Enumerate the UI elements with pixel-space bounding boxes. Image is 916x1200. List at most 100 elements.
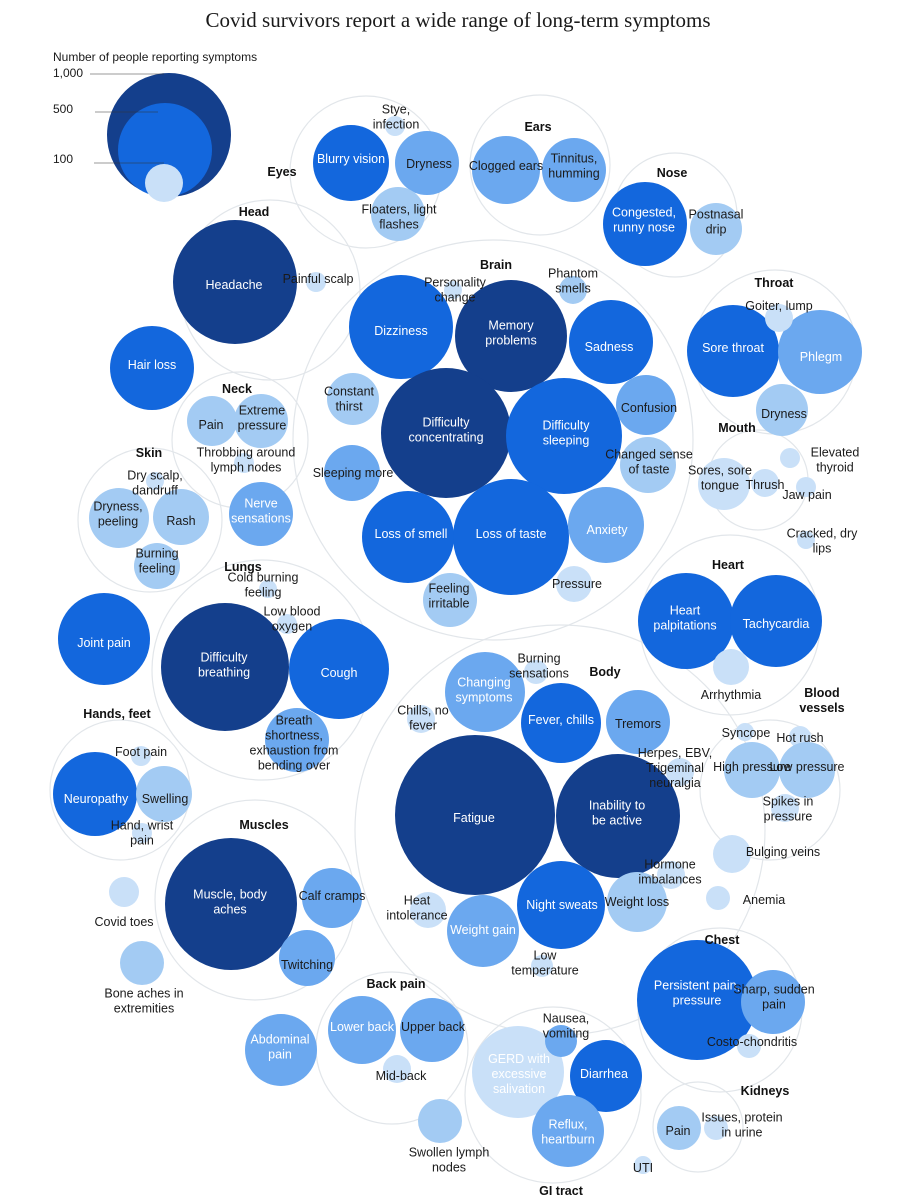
bubble-uti — [634, 1156, 652, 1174]
label-line: pain — [130, 834, 154, 848]
label-line: pain — [762, 998, 786, 1012]
bubble-chills-no-fever — [407, 705, 435, 733]
group-title-brain: Brain — [480, 258, 512, 272]
label-line: Hand, wrist — [111, 819, 174, 833]
label-low-blood-oxygen: Low blood oxygen — [264, 605, 321, 634]
label-line: Night sweats — [526, 898, 598, 912]
label-floaters-light-flashes: Floaters, light flashes — [361, 203, 437, 232]
label-sleeping-more: Sleeping more — [313, 466, 394, 480]
label-line: Low blood — [264, 605, 321, 619]
group-title-eyes: Eyes — [267, 165, 296, 179]
bubble-gerd-with-excessive-salivation — [472, 1026, 564, 1118]
group-title-hands-feet: Hands, feet — [83, 707, 151, 721]
bubble-painful-scalp — [306, 272, 326, 292]
group-gi-tract — [472, 1025, 652, 1174]
label-line: symptoms — [456, 691, 513, 705]
label-memory-problems: Memory problems — [485, 319, 536, 348]
label-tremors: Tremors — [615, 717, 661, 731]
bubble-nerve-sensations — [229, 482, 293, 546]
label-line: Difficulty — [542, 419, 590, 433]
group-title-line: Ears — [524, 120, 551, 134]
group-title-line: Eyes — [267, 165, 296, 179]
bubble-weight-loss — [607, 872, 667, 932]
label-line: Hair loss — [128, 358, 177, 372]
label-line: Throbbing around — [197, 446, 296, 460]
bubble-difficulty-breathing — [161, 603, 289, 731]
legend-label: Number of people reporting symptoms — [53, 50, 257, 64]
group-ring-brain — [292, 239, 694, 641]
bubble-persistent-pain-pressure — [637, 940, 757, 1060]
bubble-phantom-smells — [559, 276, 587, 304]
bubble-anemia — [706, 886, 730, 910]
label-line: fever — [409, 719, 437, 733]
label-line: feeling — [245, 586, 282, 600]
bubble-low-blood-oxygen — [277, 614, 297, 634]
label-line: Constant — [324, 385, 375, 399]
label-line: Muscle, body — [193, 888, 267, 902]
label-stye-infection: Stye, infection — [373, 103, 420, 132]
label-line: bending over — [258, 759, 330, 773]
bubble-abdominal-pain — [245, 1014, 317, 1086]
label-line: concentrating — [408, 431, 483, 445]
bubble-burning-feeling — [134, 543, 180, 589]
bubble-low-pressure — [779, 742, 835, 798]
bubble-calf-cramps — [302, 868, 362, 928]
label-night-sweats: Night sweats — [526, 898, 598, 912]
label-extreme-pressure: Extreme pressure — [238, 404, 287, 433]
label-costo-chondritis: Costo-chondritis — [707, 1035, 797, 1049]
bubble-bone-aches-in-extremities — [120, 941, 164, 985]
group-title-chest: Chest — [705, 933, 741, 947]
label-lower-back: Lower back — [330, 1020, 395, 1034]
bubble-bulging-veins — [713, 835, 751, 873]
label-constant-thirst: Constant thirst — [324, 385, 375, 414]
group-abdominal-pain — [245, 1014, 317, 1086]
label-difficulty-breathing: Difficulty breathing — [198, 651, 250, 680]
label-line: problems — [485, 334, 536, 348]
bubble-pressure — [556, 566, 592, 602]
label-line: Foot pain — [115, 745, 167, 759]
label-line: GERD with — [488, 1052, 550, 1066]
label-line: Spikes in — [763, 795, 814, 809]
label-arrhythmia: Arrhythmia — [701, 688, 761, 702]
bubble-burning-sensations — [524, 660, 548, 684]
label-chills-no-fever: Chills, no fever — [397, 704, 448, 733]
bubble-dryness-peeling — [89, 488, 149, 548]
bubble-breath-shortness-exhaustion-from-bending-over — [265, 708, 329, 772]
label-line: Tremors — [615, 717, 661, 731]
label-line: pressure — [673, 994, 722, 1008]
bubble-dryness — [395, 131, 459, 195]
label-line: Bone aches in — [104, 987, 183, 1001]
legend-value-500: 500 — [53, 102, 73, 116]
bubble-postnasal-drip — [690, 203, 742, 255]
label-line: oxygen — [272, 620, 312, 634]
label-line: of taste — [629, 463, 670, 477]
bubble-foot-pain — [131, 746, 151, 766]
label-covid-toes: Covid toes — [94, 915, 153, 929]
label-line: Changed sense — [605, 448, 693, 462]
label-line: imbalances — [638, 873, 701, 887]
group-muscles — [165, 838, 362, 986]
label-line: Loss of smell — [375, 527, 448, 541]
label-abdominal-pain: Abdominal pain — [250, 1033, 309, 1062]
bubble-throbbing-around-lymph-nodes — [234, 453, 254, 473]
label-swelling: Swelling — [142, 792, 189, 806]
label-line: palpitations — [653, 619, 716, 633]
group-title-line: Neck — [222, 382, 252, 396]
label-line: Dryness — [761, 407, 807, 421]
bubble-diarrhea — [570, 1040, 642, 1112]
label-tachycardia: Tachycardia — [743, 617, 810, 631]
label-line: nodes — [432, 1161, 466, 1175]
bubble-memory-problems — [455, 280, 567, 392]
bubble-fatigue — [395, 735, 555, 895]
label-line: pain — [268, 1048, 292, 1062]
label-line: Burning — [135, 547, 178, 561]
bubble-phlegm — [778, 310, 862, 394]
bubble-swelling — [136, 766, 192, 822]
bubble-upper-back — [400, 998, 464, 1062]
chart-title: Covid survivors report a wide range of l… — [205, 8, 711, 32]
group-swollen-lymph-nodes — [418, 1099, 462, 1143]
label-phantom-smells: Phantom smells — [548, 267, 598, 296]
label-line: pressure — [238, 419, 287, 433]
group-title-neck: Neck — [222, 382, 252, 396]
label-hormone-imbalances: Hormone imbalances — [638, 858, 701, 887]
